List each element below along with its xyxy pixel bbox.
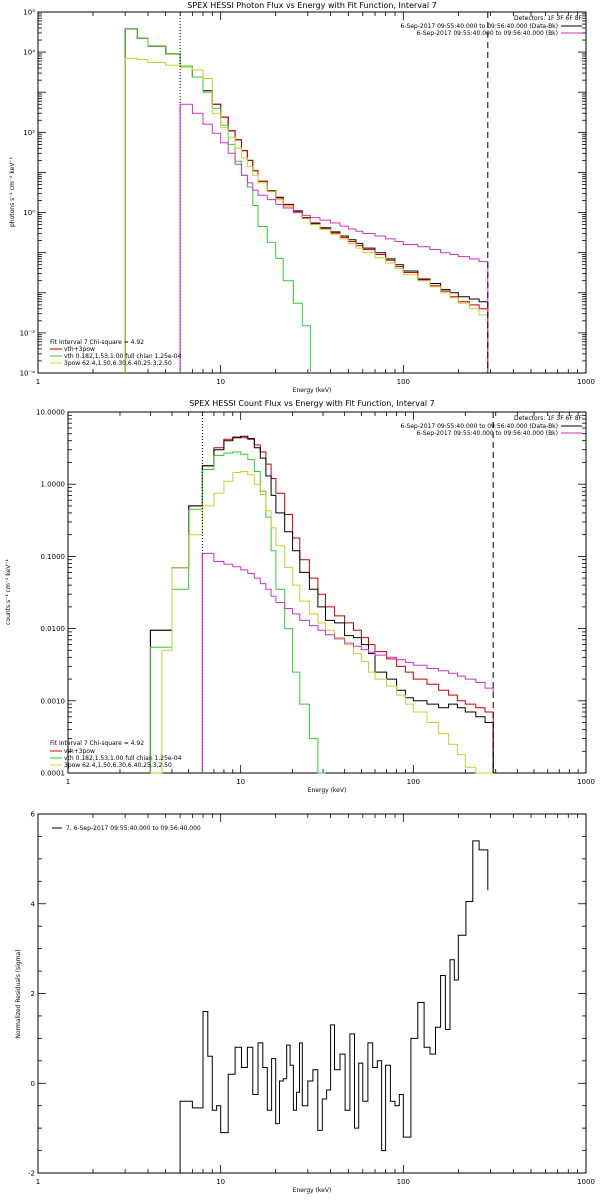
y-tick-label: 10² [23, 129, 35, 137]
y-tick-label: 0 [31, 1080, 35, 1088]
y-tick-label: 0.0001 [41, 770, 66, 778]
x-tick-label: 1 [36, 378, 40, 386]
count-flux-chart: SPEX HESSI Count Flux vs Energy with Fit… [5, 399, 595, 794]
series-group [179, 840, 489, 1173]
data-series-line [124, 28, 489, 373]
x-tick-label: 1 [36, 1178, 40, 1186]
x-axis-label: Energy (keV) [293, 1187, 332, 1194]
x-tick-label: 10 [236, 778, 245, 786]
photon-flux-chart: SPEX HESSI Photon Flux vs Energy with Fi… [9, 1, 595, 394]
legend-entry: 6-Sep-2017 09:55:40.000 to 09:56:40.000 … [400, 23, 558, 30]
y-tick-label: -2 [28, 1170, 35, 1178]
x-tick-label: 10 [216, 1178, 225, 1186]
legend-top: Detectors: 1F 3F 6F 8F 6-Sep-2017 09:55:… [400, 15, 582, 37]
x-axis-label: Energy (keV) [293, 387, 332, 394]
tick-group: 1 10 100 1000 -2 0 2 4 6 [28, 811, 595, 1187]
legend-entry: 6-Sep-2017 09:55:40.000 to 09:56:40.000 … [417, 430, 558, 437]
x-tick-label: 1000 [577, 1178, 595, 1186]
reference-lines [179, 12, 489, 373]
legend-entry: vth 0.182,1.53,1.00 full chian 1.25e-04 [64, 353, 182, 360]
legend-entry: vth 0.182,1.53,1.00 full chian 1.25e-04 [64, 755, 182, 762]
reference-lines [201, 412, 494, 773]
y-tick-label: 10⁻⁴ [20, 370, 36, 378]
x-tick-label: 1000 [577, 378, 595, 386]
legend-bottom: Fit Interval 7 Chi-square = 4.92 vth+3po… [50, 339, 182, 367]
y-tick-label: 0.0100 [41, 625, 66, 633]
plot-frame [67, 411, 587, 774]
legend-bottom: Fit Interval 7 Chi-square = 4.92 vth+3po… [50, 740, 182, 769]
x-tick-label: 100 [397, 1178, 410, 1186]
plot-frame [37, 11, 587, 374]
legend-entry: 6-Sep-2017 09:55:40.000 to 09:56:40.000 … [400, 423, 558, 430]
tick-group: 1 10 100 1000 10⁻⁴ 10⁻³ 10⁰ 10² 10⁴ 10⁵ [20, 9, 595, 387]
legend-entry: vth+3pow [64, 748, 95, 755]
legend-title: Fit Interval 7 Chi-square = 4.92 [50, 339, 144, 346]
data-series-line [201, 552, 494, 773]
series-group [124, 28, 489, 373]
x-axis-label: Energy (keV) [308, 787, 347, 794]
y-tick-label: 10.0000 [36, 409, 65, 417]
y-tick-label: 6 [31, 811, 36, 819]
legend-entry: 3pow 62.4,1.50,6.30,6.40,25.3,2.50 [64, 762, 172, 769]
data-series-line [124, 28, 311, 373]
plot-frame [37, 813, 587, 1174]
y-tick-label: 10⁰ [23, 209, 35, 217]
legend-top: 7, 6-Sep-2017 09:55:40.000 to 09:56:40.0… [52, 825, 201, 832]
y-axis-label: photons s⁻¹ cm⁻² keV⁻¹ [9, 156, 16, 227]
tick-group: 1 10 100 1000 0.0001 0.0010 0.0100 0.1000 1.0000… [36, 409, 595, 787]
legend-entry: 3pow 62.4,1.50,6.30,6.40,25.3,2.50 [64, 360, 172, 367]
legend-top: Detectors: 1F 3F 6F 8F 6-Sep-2017 09:55:… [400, 415, 582, 437]
y-axis-label: counts s⁻¹ cm⁻² keV⁻¹ [5, 559, 12, 625]
x-tick-label: 1 [66, 778, 70, 786]
x-tick-label: 100 [397, 378, 410, 386]
data-series-line [149, 451, 326, 774]
y-tick-label: 0.1000 [41, 553, 66, 561]
data-series-line [150, 471, 494, 774]
x-tick-label: 1000 [577, 778, 595, 786]
y-tick-label: 0.0010 [41, 697, 66, 705]
data-series-line [179, 840, 489, 1173]
legend-title: Detectors: 1F 3F 6F 8F [514, 15, 583, 22]
data-series-line [124, 28, 489, 373]
y-axis-label: Normalized Residuals (sigma) [15, 949, 22, 1038]
y-tick-label: 10⁻³ [20, 329, 36, 337]
y-tick-label: 10⁴ [23, 49, 35, 57]
residuals-chart: Energy (keV) Normalized Residuals (sigma… [15, 811, 595, 1195]
x-tick-label: 100 [407, 778, 420, 786]
chart-title: SPEX HESSI Photon Flux vs Energy with Fi… [187, 1, 437, 10]
legend-entry: vth+3pow [64, 346, 95, 353]
y-tick-label: 10⁵ [23, 9, 35, 17]
legend-title: Detectors: 1F 3F 6F 8F [514, 415, 583, 422]
data-series-line [149, 436, 494, 773]
legend-entry: 7, 6-Sep-2017 09:55:40.000 to 09:56:40.0… [66, 825, 201, 832]
legend-title: Fit Interval 7 Chi-square = 4.92 [50, 740, 144, 747]
legend-entry: 6-Sep-2017 09:55:40.000 to 09:56:40.000 … [417, 30, 558, 37]
data-series-line [179, 103, 489, 373]
chart-title: SPEX HESSI Count Flux vs Energy with Fit… [189, 399, 434, 408]
series-group [149, 435, 494, 774]
y-tick-label: 4 [31, 900, 36, 908]
data-series-line [149, 435, 494, 773]
y-tick-label: 2 [31, 990, 35, 998]
x-tick-label: 10 [216, 378, 225, 386]
y-tick-label: 1.0000 [41, 481, 66, 489]
